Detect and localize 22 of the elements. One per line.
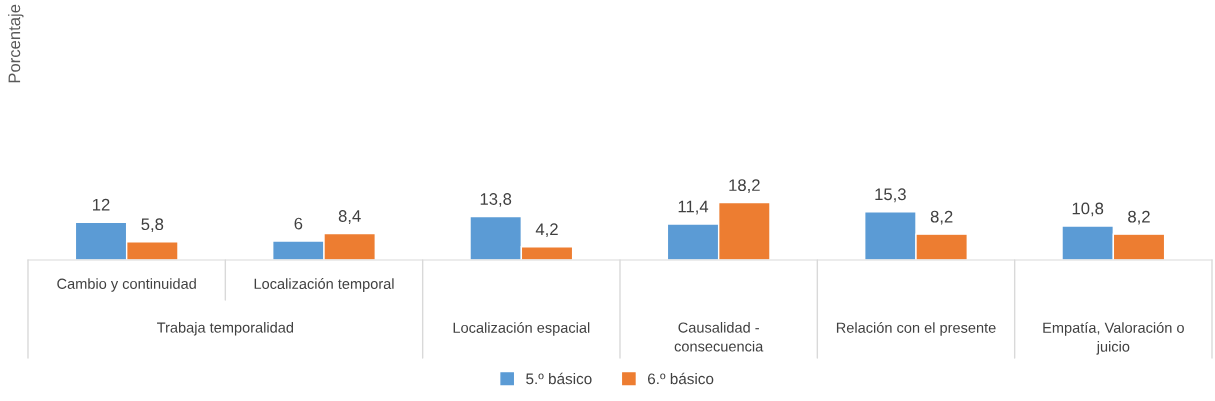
data-label: 12 xyxy=(93,198,110,211)
text: Porcentaje xyxy=(8,4,24,83)
x-tick-label: Localización temporal xyxy=(254,278,394,292)
data-label: 15,3 xyxy=(875,188,906,203)
x-tick-label: Relación con el presente xyxy=(836,322,996,336)
data-label: 8,4 xyxy=(338,210,361,224)
data-label: 10,8 xyxy=(1072,202,1104,217)
data-label: 5,8 xyxy=(141,218,164,233)
x-tick-label: Cambio y continuidad xyxy=(57,278,196,292)
x-tick-label: Empatía, Valoración o juicio xyxy=(1043,322,1184,355)
x-tick-label: Causalidad - consecuencia xyxy=(674,322,764,352)
data-label: 6 xyxy=(294,217,303,230)
data-label: 8,2 xyxy=(930,210,953,225)
data-label: 4,2 xyxy=(535,223,558,238)
data-label: 11,4 xyxy=(678,200,709,215)
data-label: 18,2 xyxy=(729,179,760,194)
data-label: 13,8 xyxy=(480,193,512,207)
data-label: 8,2 xyxy=(1128,210,1150,225)
x-tick-label: Localización espacial xyxy=(453,322,590,336)
legend-label: 5.º básico xyxy=(526,372,592,385)
text: Trabaja temporalidad xyxy=(157,322,294,336)
legend-label: 6.º básico xyxy=(648,372,714,385)
